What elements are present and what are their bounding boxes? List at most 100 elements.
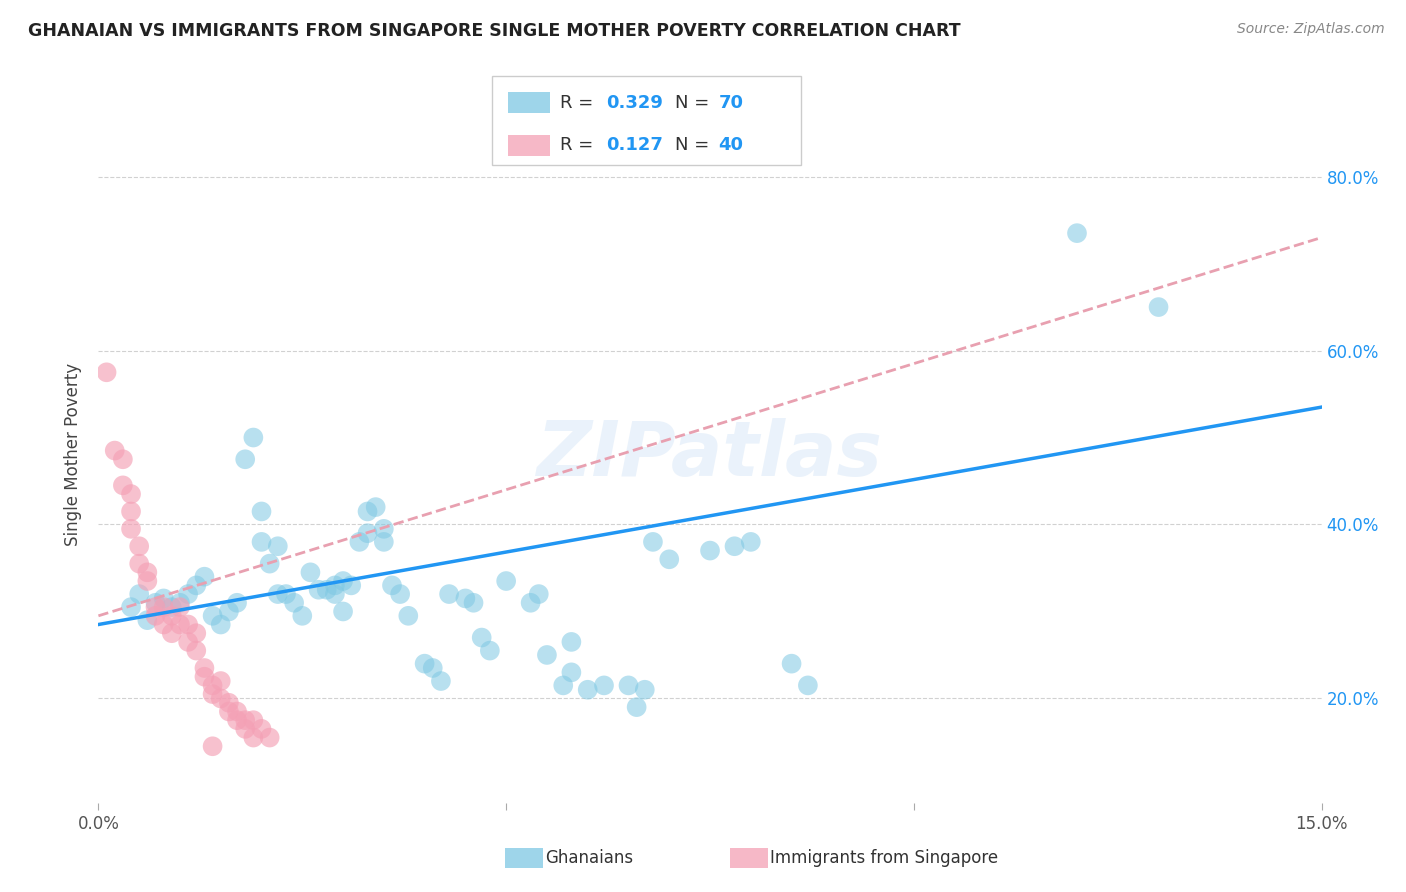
Point	[136, 613, 159, 627]
Point	[340, 578, 363, 592]
Point	[373, 522, 395, 536]
Point	[356, 526, 378, 541]
Point	[96, 365, 118, 379]
Point	[723, 539, 745, 553]
Point	[527, 587, 550, 601]
Point	[226, 713, 249, 727]
Point	[413, 657, 436, 671]
Point	[209, 617, 232, 632]
Point	[242, 713, 264, 727]
Text: N =: N =	[675, 136, 714, 154]
Point	[291, 608, 314, 623]
Point	[218, 605, 240, 619]
Point	[120, 600, 142, 615]
Point	[1066, 226, 1088, 240]
Point	[617, 678, 640, 692]
Text: R =: R =	[560, 136, 599, 154]
Point	[699, 543, 721, 558]
Point	[233, 722, 256, 736]
Point	[267, 539, 290, 553]
Point	[177, 635, 200, 649]
Point	[267, 587, 290, 601]
Point	[259, 557, 281, 571]
Text: 0.329: 0.329	[606, 94, 662, 112]
Point	[308, 582, 330, 597]
Point	[536, 648, 558, 662]
Point	[160, 608, 183, 623]
Point	[201, 678, 224, 692]
Point	[136, 566, 159, 580]
Point	[152, 617, 174, 632]
Point	[111, 478, 134, 492]
Text: 40: 40	[718, 136, 744, 154]
Point	[193, 670, 215, 684]
Point	[560, 665, 582, 680]
Point	[780, 657, 803, 671]
Point	[1147, 300, 1170, 314]
Point	[463, 596, 485, 610]
Point	[658, 552, 681, 566]
Point	[128, 587, 150, 601]
Text: Immigrants from Singapore: Immigrants from Singapore	[770, 849, 998, 867]
Point	[233, 713, 256, 727]
Point	[349, 534, 371, 549]
Point	[250, 504, 273, 518]
Point	[201, 687, 224, 701]
Point	[169, 617, 191, 632]
Point	[396, 608, 419, 623]
Point	[218, 705, 240, 719]
Point	[332, 605, 354, 619]
Point	[332, 574, 354, 588]
Point	[177, 617, 200, 632]
Point	[120, 522, 142, 536]
Point	[201, 739, 224, 754]
Point	[495, 574, 517, 588]
Point	[233, 452, 256, 467]
Text: ZIPatlas: ZIPatlas	[537, 418, 883, 491]
Point	[381, 578, 404, 592]
Point	[193, 570, 215, 584]
Point	[740, 534, 762, 549]
Point	[299, 566, 322, 580]
Text: R =: R =	[560, 94, 599, 112]
Point	[471, 631, 494, 645]
Point	[218, 696, 240, 710]
Point	[145, 600, 167, 615]
Point	[250, 534, 273, 549]
Point	[259, 731, 281, 745]
Point	[553, 678, 575, 692]
Point	[364, 500, 387, 514]
Point	[274, 587, 297, 601]
Point	[160, 626, 183, 640]
Point	[389, 587, 412, 601]
Text: N =: N =	[675, 94, 714, 112]
Point	[315, 582, 337, 597]
Text: 0.127: 0.127	[606, 136, 662, 154]
Text: Source: ZipAtlas.com: Source: ZipAtlas.com	[1237, 22, 1385, 37]
Point	[593, 678, 616, 692]
Point	[145, 608, 167, 623]
Point	[120, 487, 142, 501]
Point	[136, 574, 159, 588]
Point	[323, 587, 346, 601]
Point	[111, 452, 134, 467]
Point	[373, 534, 395, 549]
Point	[226, 596, 249, 610]
Point	[478, 643, 501, 657]
Point	[422, 661, 444, 675]
Point	[242, 731, 264, 745]
Point	[626, 700, 648, 714]
Text: 70: 70	[718, 94, 744, 112]
Point	[120, 504, 142, 518]
Point	[152, 600, 174, 615]
Point	[323, 578, 346, 592]
Point	[454, 591, 477, 606]
Point	[169, 596, 191, 610]
Point	[242, 430, 264, 444]
Point	[193, 661, 215, 675]
Point	[186, 578, 208, 592]
Point	[128, 557, 150, 571]
Point	[186, 626, 208, 640]
Point	[797, 678, 820, 692]
Y-axis label: Single Mother Poverty: Single Mother Poverty	[65, 363, 83, 547]
